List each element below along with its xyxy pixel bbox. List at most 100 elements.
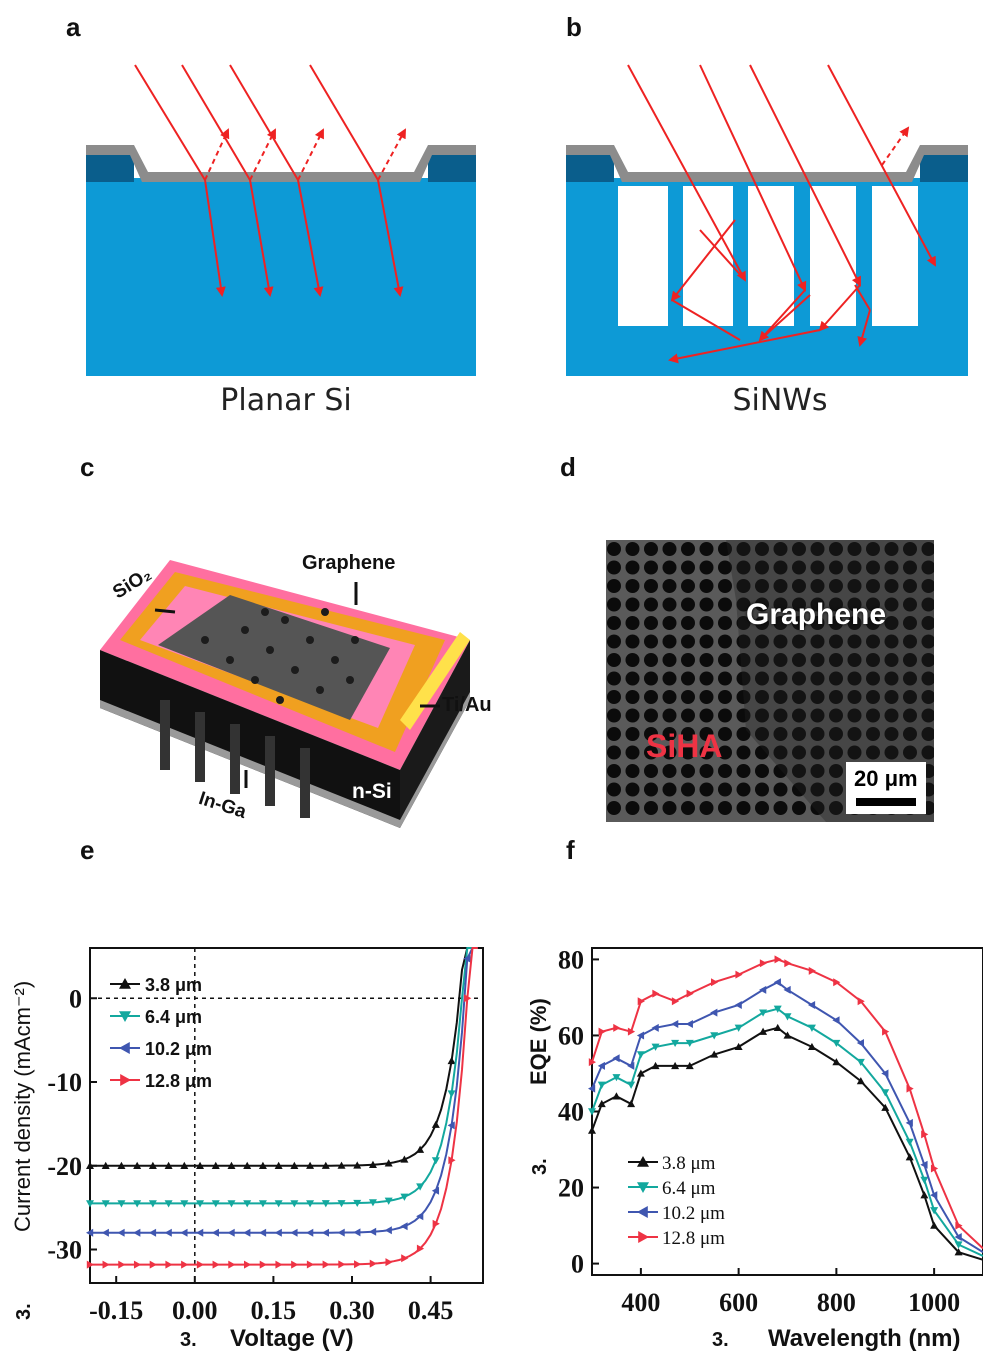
eqe-chart: 400 600 800 1000 0 20 40 60 80 3.8 μm 6.4 μm 10.2 μ… [526, 945, 983, 1352]
jv-data-point [118, 1260, 126, 1269]
sem-hole [921, 690, 934, 704]
jv-legend-label: 10.2 μm [145, 1039, 212, 1059]
sem-hole [644, 745, 658, 760]
sem-hole [903, 708, 917, 723]
jv-data-point [133, 1228, 141, 1237]
sem-hole [792, 782, 806, 797]
sem-hole [736, 745, 751, 760]
jv-data-point [306, 1161, 315, 1169]
label-graphene-d: Graphene [746, 598, 887, 631]
jv-data-point [447, 1056, 456, 1065]
sem-hole [644, 597, 658, 612]
sem-hole [681, 560, 695, 575]
jv-data-point [164, 1200, 173, 1208]
eqe-data-point [685, 1039, 694, 1048]
device-side-face [400, 640, 470, 828]
sem-hole [718, 690, 732, 704]
sem-hole [681, 782, 695, 797]
jv-data-point [401, 1254, 409, 1263]
sem-hole [866, 560, 880, 575]
sem-hole [810, 801, 825, 815]
eqe-data-point [710, 1050, 719, 1058]
jv-data-point [165, 1260, 173, 1269]
jv-data-point [212, 1260, 220, 1269]
sem-hole [810, 616, 825, 630]
eqe-data-point [920, 1160, 928, 1169]
sem-hole [644, 653, 658, 667]
planar-si-substrate [86, 178, 476, 376]
jv-data-point [337, 1228, 345, 1237]
jv-data-point [180, 1200, 189, 1208]
sem-hole [681, 690, 695, 704]
jv-data-point [400, 1193, 409, 1201]
jv-data-point [432, 1219, 440, 1228]
sem-hole [773, 616, 788, 630]
sem-hole [755, 579, 769, 593]
jv-data-point [274, 1161, 283, 1169]
sem-hole [625, 560, 640, 575]
eqe-data-point [807, 1042, 816, 1051]
sem-hole [755, 727, 769, 741]
sem-hole [829, 542, 843, 556]
sem-hole [699, 671, 714, 686]
eqe-data-point [734, 1042, 743, 1051]
jv-data-point [416, 1145, 425, 1153]
jv-data-point [211, 1200, 220, 1208]
sem-hole [699, 690, 714, 704]
sem-hole [810, 579, 825, 593]
sem-hole [736, 560, 751, 575]
sem-hole [681, 708, 695, 723]
sem-hole [699, 745, 714, 760]
sem-hole [625, 782, 640, 797]
jv-data-point [164, 1228, 172, 1237]
sem-hole [644, 542, 658, 556]
sem-hole [921, 634, 934, 649]
sem-hole [829, 801, 843, 815]
sem-hole [736, 727, 751, 741]
sem-hole [829, 708, 843, 723]
jv-data-point [463, 954, 471, 963]
sem-hole [718, 782, 732, 797]
eqe-y-tick-label: 20 [558, 1174, 584, 1203]
label-tiau: Ti/Au [442, 694, 492, 716]
jv-x-tick-label: -0.15 [89, 1296, 143, 1325]
eqe-data-point [773, 1023, 782, 1032]
sem-hole [847, 542, 862, 556]
jv-data-point [431, 1157, 440, 1165]
sem-hole [903, 634, 917, 649]
jv-y-tick-label: -30 [47, 1236, 82, 1265]
panel-a-caption: Planar Si [220, 383, 352, 418]
sem-hole [810, 782, 825, 797]
sem-hole [681, 653, 695, 667]
sem-hole [792, 745, 806, 760]
sem-hole [884, 690, 899, 704]
sem-hole [773, 727, 788, 741]
eqe-data-point [735, 970, 743, 979]
sem-hole [644, 690, 658, 704]
sem-hole [625, 653, 640, 667]
sem-hole [773, 745, 788, 760]
sem-hole [718, 579, 732, 593]
sem-hole [662, 542, 677, 556]
eqe-data-point [598, 1027, 606, 1036]
eqe-data-point [774, 955, 782, 964]
sem-hole [662, 597, 677, 612]
sem-hole [681, 764, 695, 778]
sem-hole [792, 597, 806, 612]
eqe-data-point [685, 1020, 693, 1029]
jv-data-point [181, 1260, 189, 1269]
eqe-data-point [881, 1089, 890, 1097]
sem-hole [866, 727, 880, 741]
eqe-data-point [905, 1138, 914, 1146]
jv-data-point [86, 1200, 94, 1208]
sem-hole [718, 801, 732, 815]
sem-hole [792, 708, 806, 723]
sem-hole [884, 542, 899, 556]
sinw-schematic [566, 64, 968, 376]
sem-hole [644, 764, 658, 778]
sem-hole [662, 727, 677, 741]
jv-data-point [102, 1260, 110, 1269]
jv-data-point [228, 1260, 236, 1269]
sem-hole [681, 579, 695, 593]
eqe-series-line [591, 1026, 983, 1261]
